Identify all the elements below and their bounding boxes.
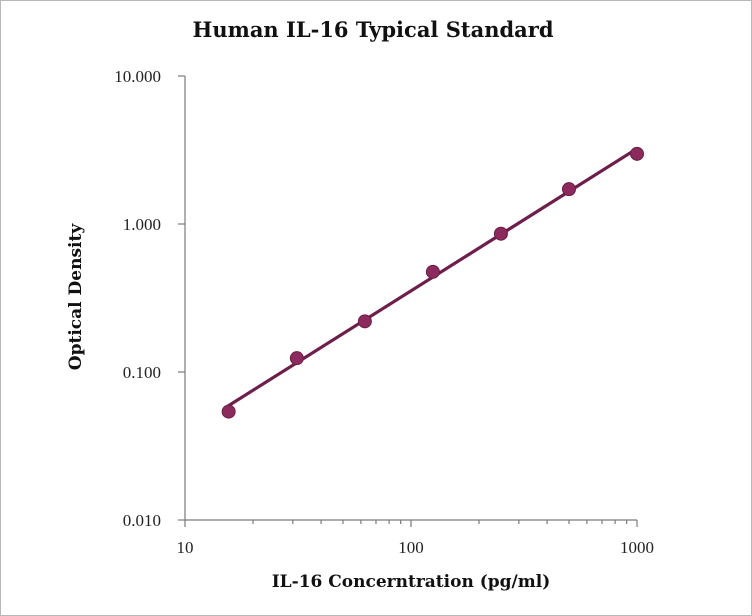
data-point [221,404,236,419]
y-tick-label: 10.000 [114,67,161,86]
axis-ticks [178,75,638,527]
y-tick-label: 1.000 [123,215,161,234]
y-tick-label: 0.010 [123,511,161,530]
data-point [425,264,440,279]
data-point [561,182,576,197]
data-point [493,226,508,241]
x-tick-label: 100 [398,538,424,557]
x-tick-label: 10 [177,538,194,557]
tick-labels: 10.000 1.000 0.100 0.010 10 100 1000 [114,67,654,557]
data-point [289,351,304,366]
data-series [221,146,644,419]
x-tick-label: 1000 [620,538,654,557]
y-tick-label: 0.100 [123,363,161,382]
data-point [630,146,644,161]
chart-title: Human IL-16 Typical Standard [193,17,554,42]
data-point [357,314,372,329]
y-axis-label: Optical Density [66,223,86,371]
x-axis-label: IL-16 Concerntration (pg/ml) [272,572,551,592]
